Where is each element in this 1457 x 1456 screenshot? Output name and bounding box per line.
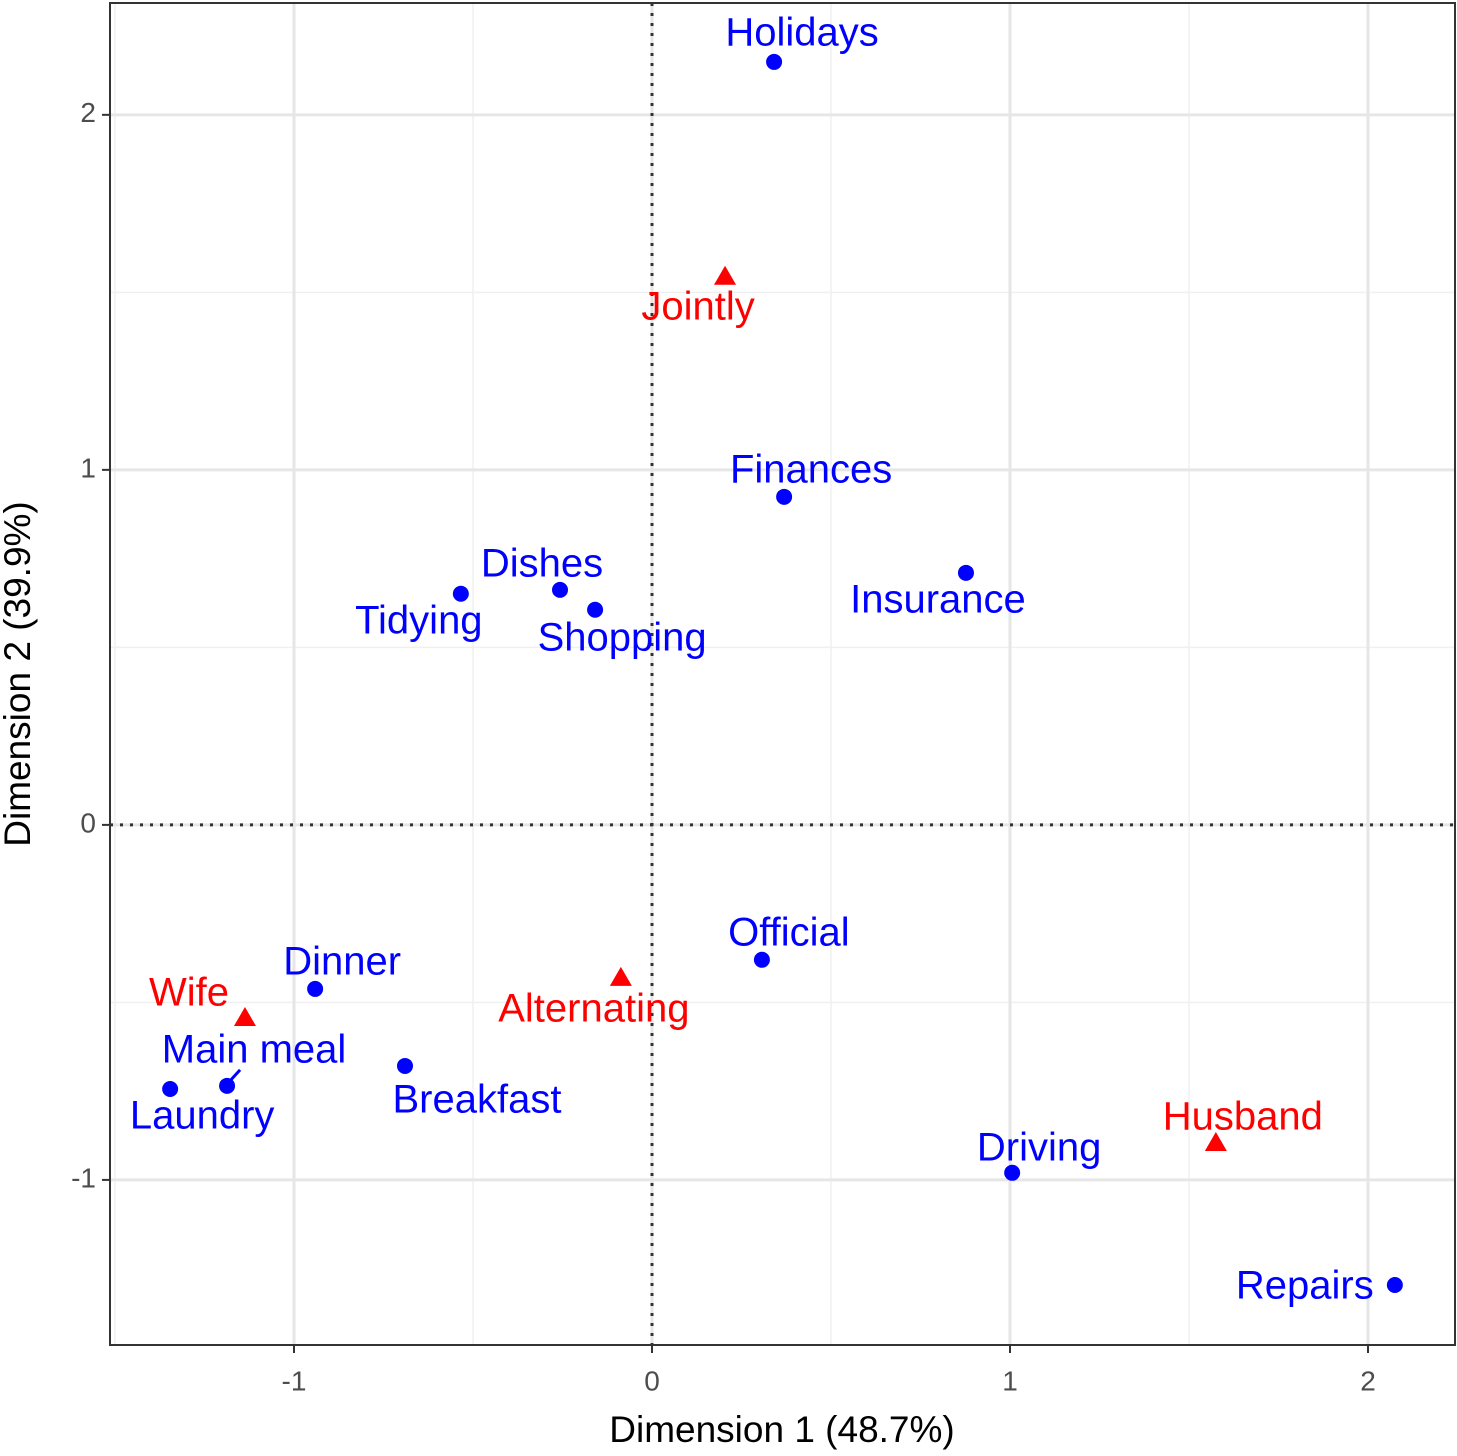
y-tick-label: -1 xyxy=(71,1162,96,1193)
point xyxy=(552,581,569,598)
point xyxy=(776,488,793,505)
point-label: Insurance xyxy=(850,577,1026,621)
point xyxy=(1386,1277,1403,1294)
x-tick-label: -1 xyxy=(282,1365,307,1396)
point-label: Wife xyxy=(149,971,229,1015)
point xyxy=(766,53,783,70)
point xyxy=(396,1057,413,1074)
point-label: Laundry xyxy=(130,1094,275,1138)
leader-line xyxy=(227,1068,242,1083)
y-tick-label: 1 xyxy=(80,452,96,483)
y-tick-label: 2 xyxy=(80,97,96,128)
y-tick-label: 0 xyxy=(80,807,96,838)
point xyxy=(162,1081,179,1098)
point-label: Alternating xyxy=(498,986,689,1030)
point-label: Official xyxy=(728,910,850,954)
x-tick-label: 2 xyxy=(1360,1365,1376,1396)
point-label: Driving xyxy=(977,1125,1101,1169)
panel-border xyxy=(109,2,1456,1346)
point xyxy=(587,601,604,618)
point-label: Shopping xyxy=(538,615,707,659)
point xyxy=(957,564,974,581)
point xyxy=(307,980,324,997)
x-tick-label: 0 xyxy=(644,1365,660,1396)
point xyxy=(609,966,632,986)
x-tick-label: 1 xyxy=(1002,1365,1018,1396)
point xyxy=(1204,1131,1227,1151)
point-label: Breakfast xyxy=(393,1078,562,1122)
point xyxy=(452,585,469,602)
point-label: Main meal xyxy=(162,1027,347,1071)
point-label: Husband xyxy=(1163,1095,1323,1139)
point xyxy=(714,265,737,285)
point-label: Holidays xyxy=(725,10,878,54)
point-label: Finances xyxy=(730,447,892,491)
point-label: Repairs xyxy=(1236,1264,1374,1308)
point xyxy=(219,1077,236,1094)
x-axis-title: Dimension 1 (48.7%) xyxy=(609,1409,954,1450)
point-label: Dishes xyxy=(481,541,603,585)
point xyxy=(233,1007,256,1027)
y-axis-title: Dimension 2 (39.9%) xyxy=(0,501,38,846)
point-label: Jointly xyxy=(641,284,754,328)
point xyxy=(1004,1164,1021,1181)
point xyxy=(753,951,770,968)
point-label: Dinner xyxy=(283,939,401,983)
point-label: Tidying xyxy=(355,598,482,642)
